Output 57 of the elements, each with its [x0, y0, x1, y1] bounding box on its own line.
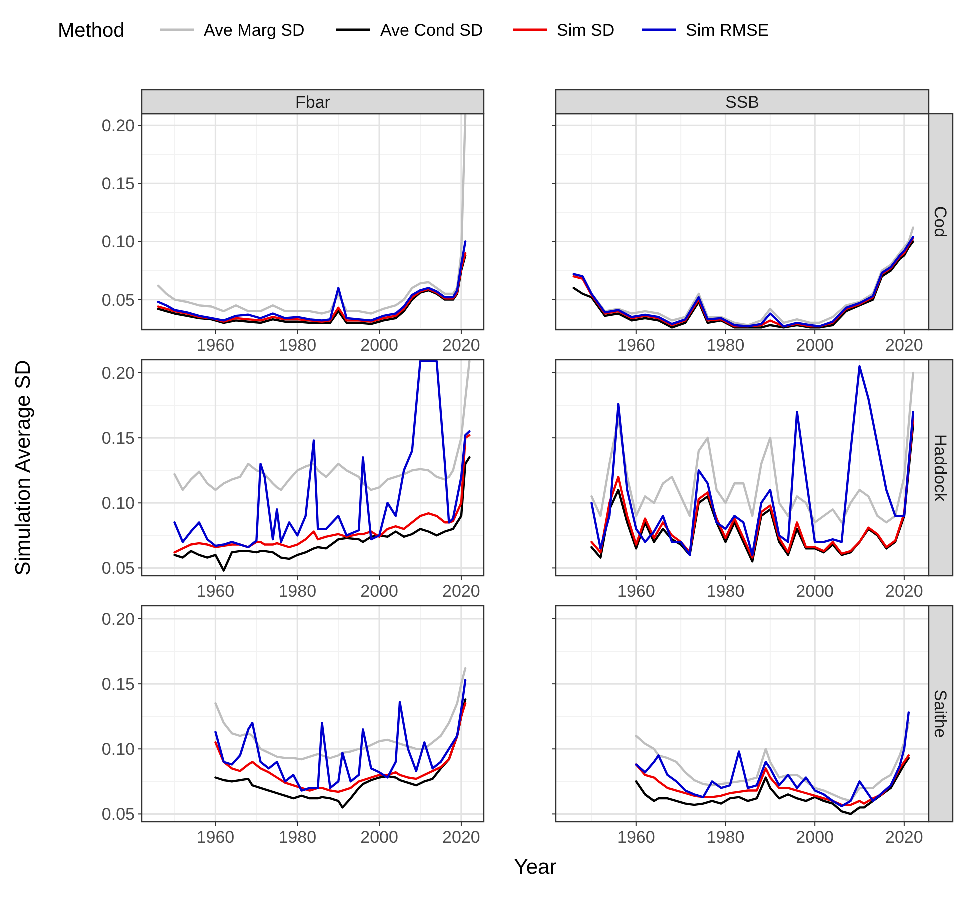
y-tick-label: 0.05: [102, 290, 135, 310]
legend-label: Ave Cond SD: [380, 20, 484, 40]
line-series: [157, 114, 467, 315]
x-tick-label: 1960: [617, 336, 656, 355]
line-series: [174, 434, 471, 554]
x-tick-label: 2000: [360, 828, 398, 847]
y-tick-label: 0.15: [102, 429, 135, 448]
y-tick-label: 0.20: [102, 116, 135, 136]
x-tick-label: 1980: [278, 336, 317, 355]
line-series: [214, 679, 467, 792]
chart-title: Fbar: [296, 92, 331, 112]
x-tick-label: 2020: [442, 828, 480, 847]
line-series: [214, 702, 467, 794]
y2-axis-title: Saithe: [931, 690, 950, 738]
legend-title: Method: [58, 20, 125, 42]
x-tick-label: 2000: [796, 828, 834, 847]
line-series: [214, 667, 467, 761]
y-tick-label: 0.10: [102, 740, 135, 760]
x-tick-label: 1960: [617, 828, 656, 847]
legend-label: Sim RMSE: [686, 20, 770, 40]
x-tick-label: 2000: [796, 336, 834, 355]
line-series: [157, 240, 467, 322]
y-tick-label: 0.20: [102, 364, 135, 383]
y-tick-label: 0.20: [102, 610, 135, 629]
y2-axis-title: Cod: [931, 206, 950, 238]
x-tick-label: 1960: [196, 582, 235, 601]
x-tick-label: 1980: [706, 582, 745, 601]
y-axis-title: Simulation Average SD: [12, 360, 35, 576]
chart-title: SSB: [725, 92, 760, 112]
x-tick-label: 2000: [796, 582, 834, 601]
y-tick-label: 0.10: [102, 494, 135, 514]
x-tick-label: 2020: [886, 828, 924, 847]
y-tick-label: 0.15: [102, 675, 135, 694]
x-tick-label: 1980: [278, 828, 317, 847]
y-tick-label: 0.05: [102, 559, 135, 578]
x-tick-label: 2000: [360, 582, 398, 601]
x-tick-label: 1960: [617, 582, 656, 601]
legend-label: Ave Marg SD: [204, 20, 305, 40]
y-tick-label: 0.10: [102, 232, 135, 252]
x-tick-label: 2020: [886, 582, 924, 601]
line-series: [174, 360, 471, 548]
x-tick-label: 2020: [442, 336, 480, 355]
line-series: [174, 456, 471, 572]
x-tick-label: 1980: [278, 582, 317, 601]
y-tick-label: 0.05: [102, 805, 135, 824]
x-tick-label: 1980: [706, 336, 745, 355]
x-tick-label: 1960: [196, 336, 235, 355]
y2-axis-title: Haddock: [931, 434, 950, 502]
line-series: [174, 360, 471, 492]
legend-label: Sim SD: [557, 20, 615, 40]
x-tick-label: 1980: [706, 828, 745, 847]
x-tick-label: 2020: [442, 582, 480, 601]
x-tick-label: 1960: [196, 828, 235, 847]
y-tick-label: 0.15: [102, 174, 135, 194]
x-tick-label: 2020: [886, 336, 924, 355]
x-axis-title: Year: [514, 856, 557, 879]
x-tick-label: 2000: [360, 336, 398, 355]
